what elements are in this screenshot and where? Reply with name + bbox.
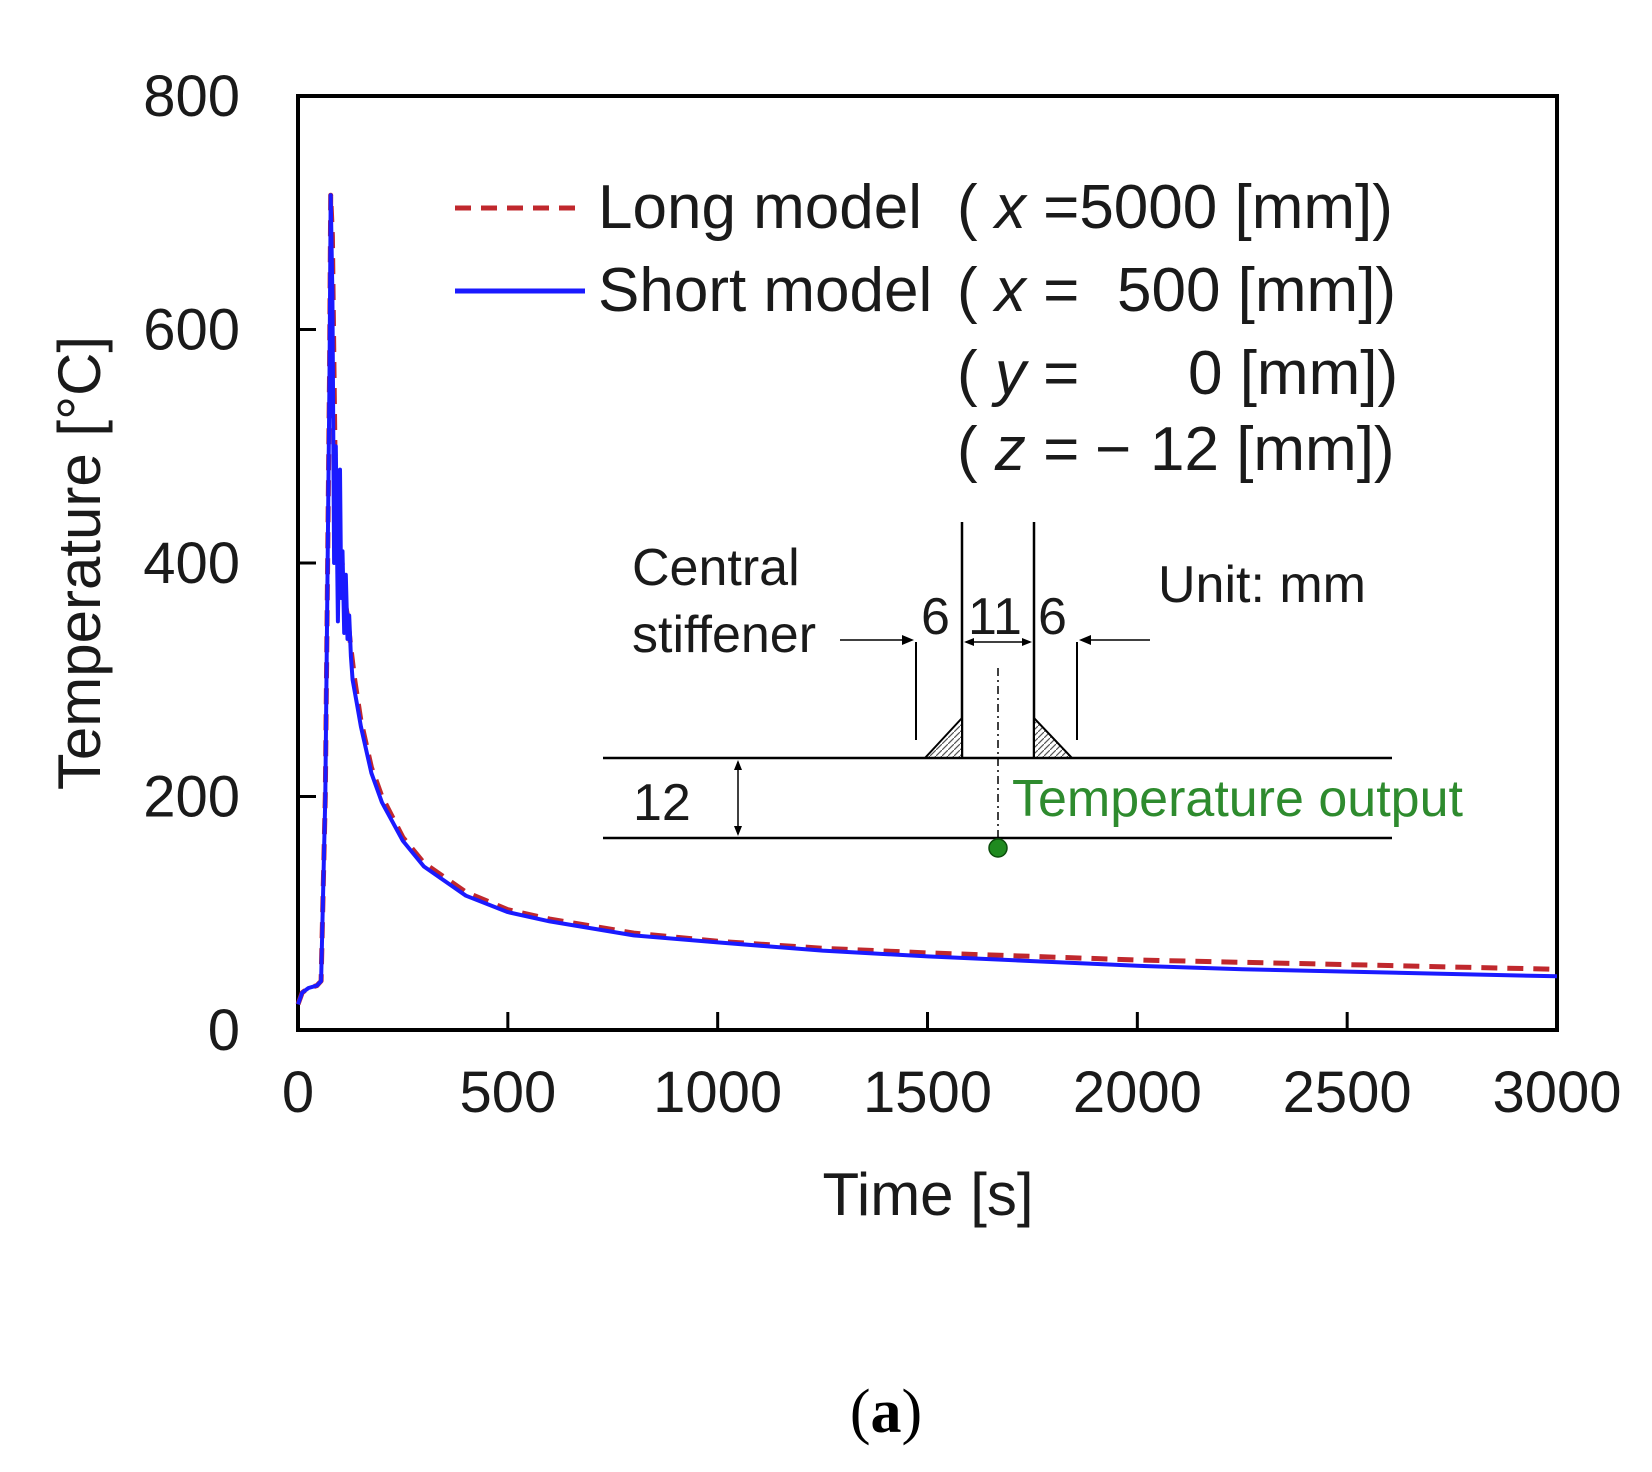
thickness-arrow-top <box>734 760 742 770</box>
figure-caption: (a) <box>850 1378 922 1446</box>
legend-label-long: Long model <box>598 173 922 242</box>
thickness-label: 12 <box>633 774 691 832</box>
coord-y: ( y = 0 [mm]) <box>957 339 1398 408</box>
x-tick-label: 2000 <box>1073 1060 1202 1125</box>
stiffener-inset: Central stiffener Unit: mm 6 11 6 12 <box>603 522 1463 858</box>
series-line-short-model <box>296 193 1558 1005</box>
thickness-arrow-bottom <box>734 826 742 836</box>
axis-ticks <box>298 328 1349 1030</box>
dim-11-arrow-left <box>964 638 974 646</box>
weld-right <box>1033 715 1075 759</box>
dim-right-label: 6 <box>1038 588 1067 646</box>
tick-labels: 0 500 1000 1500 2000 2500 3000 0 200 400 600 800 <box>143 64 1621 1125</box>
y-axis-label: Temperature [°C] <box>46 336 113 790</box>
y-tick-label: 200 <box>143 765 240 830</box>
dim-mid-label: 11 <box>968 588 1022 646</box>
legend: Long model ( x =5000 [mm]) Short model (… <box>455 173 1398 484</box>
x-tick-label: 500 <box>459 1060 556 1125</box>
x-tick-label: 1500 <box>863 1060 992 1125</box>
leader-right-arrowhead <box>1079 635 1091 645</box>
x-tick-label: 0 <box>282 1060 314 1125</box>
x-tick-label: 3000 <box>1492 1060 1621 1125</box>
inset-unit-label: Unit: mm <box>1158 556 1366 614</box>
coord-z: ( z = −12 [mm]) <box>957 415 1395 484</box>
y-tick-label: 0 <box>208 998 240 1063</box>
temperature-output-point <box>988 838 1008 858</box>
x-axis-label: Time [s] <box>822 1161 1033 1228</box>
x-tick-label: 2500 <box>1283 1060 1412 1125</box>
leader-left-arrowhead <box>902 635 914 645</box>
legend-label-short: Short model <box>598 256 932 325</box>
inset-stiffener-label-2: stiffener <box>632 606 816 664</box>
dim-left-label: 6 <box>921 588 950 646</box>
y-tick-label: 800 <box>143 64 240 129</box>
series-layer <box>295 192 1558 1006</box>
temperature-output-label: Temperature output <box>1012 770 1463 828</box>
legend-coord-short: ( x = 500 [mm]) <box>957 256 1396 325</box>
x-tick-label: 1000 <box>653 1060 782 1125</box>
weld-left <box>922 715 963 759</box>
legend-coord-long: ( x =5000 [mm]) <box>957 173 1393 242</box>
inset-stiffener-label-1: Central <box>632 539 800 597</box>
y-tick-label: 600 <box>143 298 240 363</box>
dim-11-arrow-right <box>1022 638 1032 646</box>
y-tick-label: 400 <box>143 531 240 596</box>
